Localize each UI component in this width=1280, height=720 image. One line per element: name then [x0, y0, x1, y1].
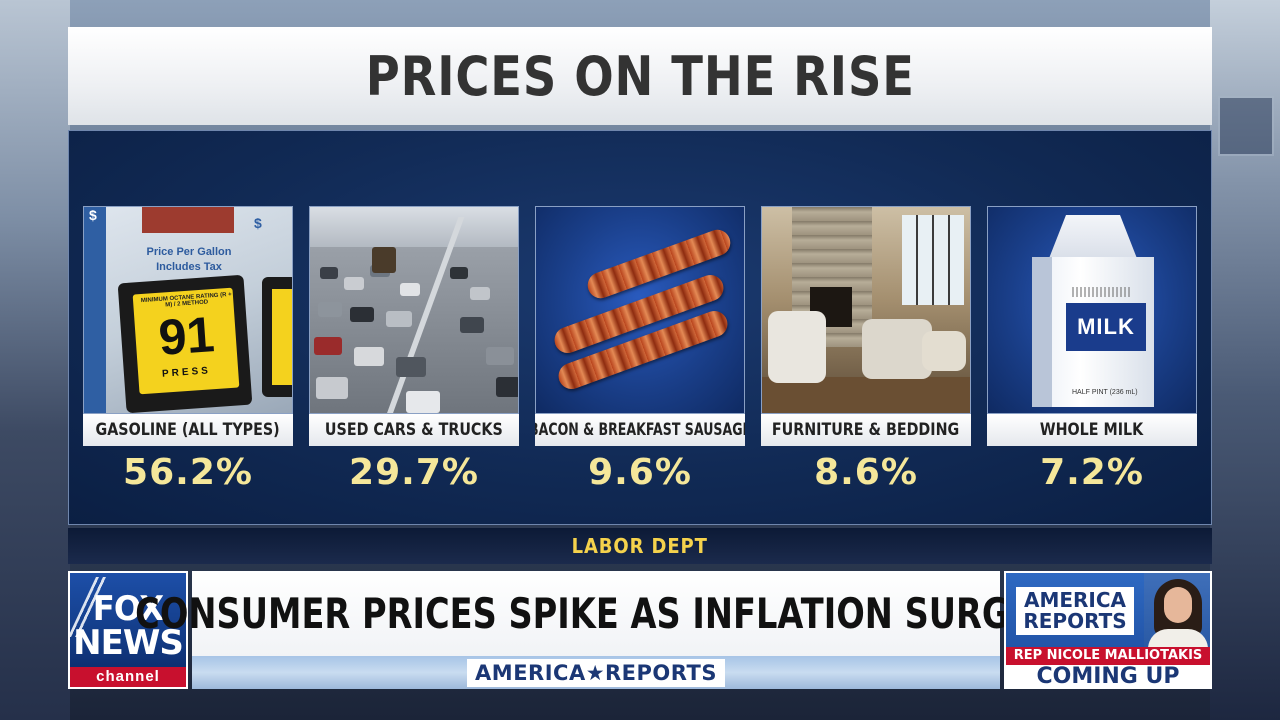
show-name: AMERICA★REPORTS: [467, 658, 725, 687]
promo-coming-up: COMING UP: [1006, 665, 1210, 687]
show-strip: AMERICA★REPORTS: [192, 656, 1000, 689]
card-label: WHOLE MILK: [987, 414, 1197, 446]
living-room-image: [761, 206, 971, 414]
title-banner: PRICES ON THE RISE: [68, 27, 1212, 125]
card-value: 9.6%: [588, 452, 692, 493]
source-bar: LABOR DEPT: [68, 528, 1212, 564]
milk-size-text: HALF PINT (236 mL): [1072, 389, 1138, 396]
card-label: BACON & BREAKFAST SAUSAGE: [535, 414, 745, 446]
milk-band: MILK: [1066, 303, 1146, 351]
card-label: FURNITURE & BEDDING: [761, 414, 971, 446]
gas-pump-image: $ $ Price Per Gallon Includes Tax MINIMU…: [83, 206, 293, 414]
card-value: 56.2%: [123, 452, 253, 493]
card-label: USED CARS & TRUCKS: [309, 414, 519, 446]
logo-news-text: NEWS: [73, 623, 184, 663]
price-per-gallon-text: Price Per Gallon: [146, 246, 232, 258]
avatar: [1144, 573, 1210, 647]
traffic-image: [309, 206, 519, 414]
logo-channel-text: channel: [70, 667, 186, 687]
octane-number: 91: [156, 306, 217, 366]
dollar-sign: $: [89, 207, 97, 223]
includes-tax-text: Includes Tax: [156, 261, 222, 273]
price-card-bacon: BACON & BREAKFAST SAUSAGE 9.6%: [535, 206, 745, 493]
price-card-furniture: FURNITURE & BEDDING 8.6%: [761, 206, 971, 493]
coming-up-promo: AMERICA REPORTS REP NICOLE MALLIOTAKIS C…: [1004, 571, 1212, 689]
bacon-image: [535, 206, 745, 414]
card-value: 7.2%: [1040, 452, 1144, 493]
milk-carton-label: MILK: [1077, 314, 1135, 339]
milk-carton-image: MILK HALF PINT (236 mL): [987, 206, 1197, 414]
card-label: GASOLINE (ALL TYPES): [83, 414, 293, 446]
card-value: 29.7%: [349, 452, 479, 493]
price-panel: $ $ Price Per Gallon Includes Tax MINIMU…: [68, 130, 1212, 525]
source-text: LABOR DEPT: [571, 534, 709, 558]
price-card-used-cars: USED CARS & TRUCKS 29.7%: [309, 206, 519, 493]
fox-news-logo: FOX NEWS channel: [68, 571, 188, 689]
price-card-whole-milk: MILK HALF PINT (236 mL) WHOLE MILK 7.2%: [987, 206, 1197, 493]
page-title: PRICES ON THE RISE: [365, 44, 915, 108]
studio-monitor: [1218, 96, 1274, 156]
promo-show-name: AMERICA REPORTS: [1016, 587, 1134, 635]
headline: CONSUMER PRICES SPIKE AS INFLATION SURGE…: [135, 589, 1057, 638]
pump-sign-text: Price Per Gallon Includes Tax: [134, 245, 244, 275]
card-value: 8.6%: [814, 452, 918, 493]
promo-guest-name: REP NICOLE MALLIOTAKIS: [1006, 647, 1210, 665]
logo-fox-text: FOX: [92, 589, 164, 629]
dollar-sign-secondary: $: [254, 215, 262, 231]
price-card-gasoline: $ $ Price Per Gallon Includes Tax MINIMU…: [83, 206, 293, 493]
studio-background-left: [0, 0, 70, 720]
headline-box: CONSUMER PRICES SPIKE AS INFLATION SURGE…: [135, 571, 1057, 656]
